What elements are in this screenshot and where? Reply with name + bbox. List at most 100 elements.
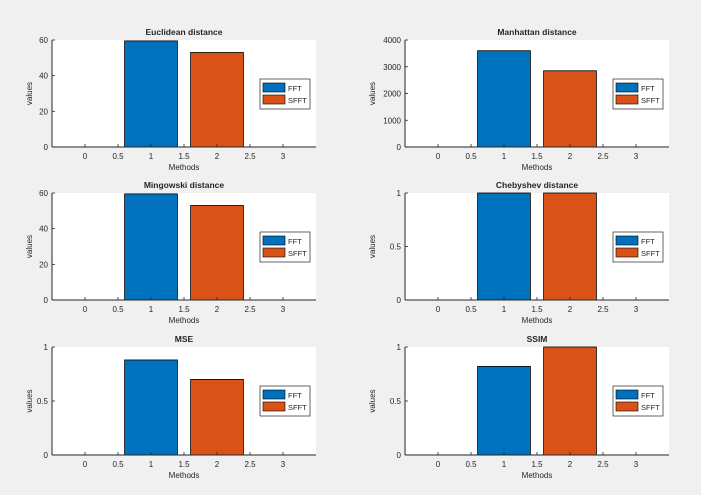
x-tick-label: 0.5	[112, 460, 124, 469]
y-tick-label: 1000	[383, 116, 401, 125]
y-tick-label: 1	[397, 189, 402, 198]
x-tick-label: 0	[83, 152, 88, 161]
legend-swatch-fft	[262, 389, 286, 400]
bar-fft	[124, 40, 178, 148]
x-axis-label: Methods	[522, 471, 553, 480]
legend-swatch-sfft	[262, 401, 286, 412]
x-tick-label: 2	[568, 460, 573, 469]
legend-swatch-fft	[262, 235, 286, 246]
subplot-title: Mingowski distance	[144, 180, 225, 190]
y-tick-label: 1	[44, 343, 49, 352]
x-tick-label: 0.5	[465, 460, 477, 469]
y-tick-label: 0	[44, 296, 49, 305]
x-tick-label: 0	[83, 305, 88, 314]
legend: FFT SFFT	[612, 385, 664, 417]
legend-label-sfft: SFFT	[641, 96, 660, 105]
x-tick-label: 2	[215, 152, 220, 161]
y-tick-label: 60	[39, 189, 48, 198]
legend: FFT SFFT	[259, 78, 311, 110]
legend-swatch-sfft	[615, 401, 639, 412]
y-tick-label: 40	[39, 225, 48, 234]
y-tick-label: 0	[397, 143, 402, 152]
y-tick-label: 0.5	[37, 397, 49, 406]
y-tick-label: 60	[39, 36, 48, 45]
x-tick-label: 3	[281, 460, 286, 469]
x-tick-label: 1	[502, 152, 507, 161]
y-tick-label: 0.5	[390, 243, 402, 252]
legend-swatch-sfft	[615, 247, 639, 258]
x-tick-label: 0	[436, 460, 441, 469]
x-tick-label: 1	[502, 460, 507, 469]
x-tick-label: 2.5	[244, 152, 256, 161]
x-axis-label: Methods	[169, 316, 200, 325]
legend: FFT SFFT	[612, 231, 664, 263]
x-tick-label: 1	[149, 152, 154, 161]
x-tick-label: 2.5	[597, 460, 609, 469]
x-tick-label: 3	[281, 152, 286, 161]
subplot-5: 0 0.5 1 1.5 2 2.5 3 0 0.5 1 MSE Methods values FFT SFF…	[25, 334, 316, 480]
subplot-title: SSIM	[527, 334, 548, 344]
legend-swatch-sfft	[262, 94, 286, 105]
bar-sfft	[190, 52, 244, 148]
x-tick-label: 1.5	[178, 305, 190, 314]
bar-fft	[477, 192, 531, 301]
x-tick-label: 0.5	[112, 152, 124, 161]
subplot-3: 0 0.5 1 1.5 2 2.5 3 0 20 40 60 Mingowski distance Me…	[25, 180, 316, 325]
legend-swatch-fft	[262, 82, 286, 93]
legend-label-fft: FFT	[641, 84, 655, 93]
y-axis-label: values	[368, 82, 377, 105]
x-tick-label: 2	[568, 305, 573, 314]
bar-fft	[477, 50, 531, 148]
legend: FFT SFFT	[612, 78, 664, 110]
x-tick-label: 2.5	[597, 305, 609, 314]
y-tick-label: 20	[39, 107, 48, 116]
x-tick-label: 0.5	[465, 305, 477, 314]
legend-swatch-fft	[615, 82, 639, 93]
subplot-6: 0 0.5 1 1.5 2 2.5 3 0 0.5 1 SSIM Methods values FFT SF…	[368, 334, 669, 480]
y-tick-label: 0	[44, 451, 49, 460]
bar-sfft	[543, 70, 597, 148]
x-tick-label: 2	[215, 305, 220, 314]
x-tick-label: 0.5	[465, 152, 477, 161]
legend-label-sfft: SFFT	[288, 403, 307, 412]
x-axis-label: Methods	[522, 163, 553, 172]
bar-fft	[124, 359, 178, 456]
x-tick-label: 3	[634, 305, 639, 314]
x-tick-label: 1.5	[178, 460, 190, 469]
subplot-title: MSE	[175, 334, 194, 344]
x-axis-label: Methods	[169, 163, 200, 172]
y-tick-label: 20	[39, 260, 48, 269]
x-tick-label: 1.5	[531, 305, 543, 314]
legend-label-fft: FFT	[288, 237, 302, 246]
subplot-2: 0 0.5 1 1.5 2 2.5 3 0 1000 2000 3000 4000 Manhattan …	[368, 27, 669, 172]
legend-swatch-sfft	[262, 247, 286, 258]
x-tick-label: 2	[215, 460, 220, 469]
legend-label-sfft: SFFT	[288, 249, 307, 258]
x-axis-label: Methods	[169, 471, 200, 480]
bar-sfft	[190, 378, 244, 456]
x-tick-label: 0	[436, 152, 441, 161]
legend: FFT SFFT	[259, 385, 311, 417]
y-axis-label: values	[368, 235, 377, 258]
legend-label-sfft: SFFT	[641, 403, 660, 412]
y-tick-label: 4000	[383, 36, 401, 45]
y-axis-label: values	[25, 389, 34, 412]
y-tick-label: 3000	[383, 63, 401, 72]
legend-swatch-fft	[615, 389, 639, 400]
subplot-title: Chebyshev distance	[496, 180, 578, 190]
legend-swatch-sfft	[615, 94, 639, 105]
y-tick-label: 0	[397, 296, 402, 305]
y-tick-label: 0	[397, 451, 402, 460]
bar-sfft	[543, 192, 597, 301]
x-tick-label: 0	[83, 460, 88, 469]
x-tick-label: 3	[634, 460, 639, 469]
y-tick-label: 0.5	[390, 397, 402, 406]
x-tick-label: 0	[436, 305, 441, 314]
x-tick-label: 2.5	[597, 152, 609, 161]
subplot-1: 0 0.5 1 1.5 2 2.5 3 0 20 40 60 Euclidean distance Me…	[25, 27, 316, 172]
x-tick-label: 2.5	[244, 305, 256, 314]
x-tick-label: 1	[149, 460, 154, 469]
bar-fft	[124, 193, 178, 301]
bar-sfft	[190, 205, 244, 301]
